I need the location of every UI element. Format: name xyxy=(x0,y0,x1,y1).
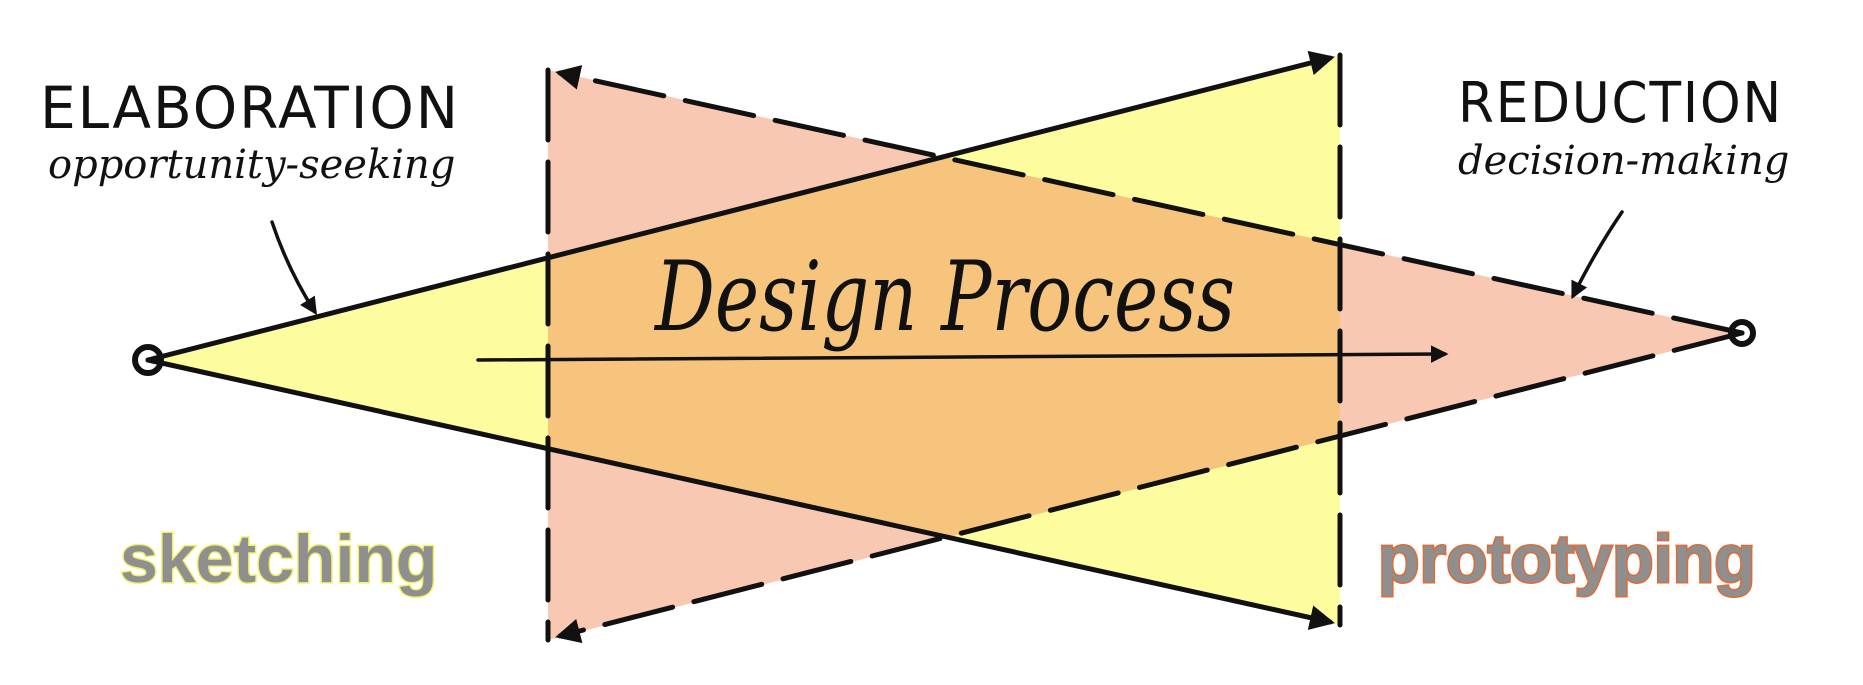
design-process-title: Design Process xyxy=(653,241,1235,353)
prototyping-label: prototyping xyxy=(1378,521,1756,597)
elaboration-pointer-arrow xyxy=(270,220,317,315)
reduction-subheading: decision-making xyxy=(1458,138,1789,184)
reduction-top-edge xyxy=(555,65,1745,336)
sketching-label: sketching xyxy=(120,521,437,597)
elaboration-top-edge xyxy=(145,50,1335,363)
reduction-bottom-edge xyxy=(555,330,1745,644)
start-node xyxy=(132,344,164,376)
elaboration-heading: ELABORATION xyxy=(40,74,460,142)
reduction-heading: REDUCTION xyxy=(1458,71,1783,136)
process-arrow xyxy=(476,345,1449,363)
reduction-pointer-arrow xyxy=(1571,210,1624,300)
end-node xyxy=(1728,319,1756,347)
elaboration-bottom-edge xyxy=(145,357,1335,630)
elaboration-subheading: opportunity-seeking xyxy=(48,142,455,188)
